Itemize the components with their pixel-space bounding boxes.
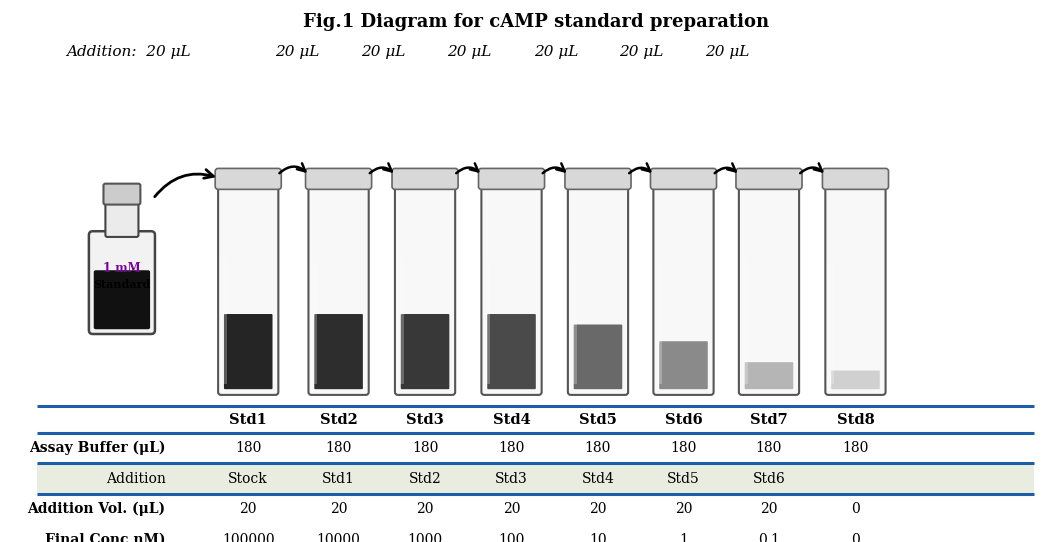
- Text: Addition: Addition: [106, 472, 166, 486]
- FancyBboxPatch shape: [488, 314, 536, 389]
- Text: Standard: Standard: [93, 279, 151, 290]
- FancyBboxPatch shape: [825, 180, 886, 395]
- Text: 1000: 1000: [407, 533, 443, 542]
- Text: Std7: Std7: [750, 412, 788, 427]
- Bar: [223, 259, 227, 384]
- Text: 10: 10: [589, 533, 606, 542]
- FancyBboxPatch shape: [565, 169, 631, 189]
- FancyBboxPatch shape: [739, 180, 799, 395]
- FancyBboxPatch shape: [392, 169, 458, 189]
- Text: Std1: Std1: [322, 472, 355, 486]
- Text: Final Conc nM): Final Conc nM): [45, 533, 166, 542]
- Bar: [487, 259, 490, 384]
- Text: 20 μL: 20 μL: [362, 45, 405, 59]
- FancyBboxPatch shape: [736, 169, 802, 189]
- Text: 20 μL: 20 μL: [705, 45, 749, 59]
- FancyBboxPatch shape: [481, 180, 542, 395]
- Bar: [38, 433, 1035, 463]
- Text: Std8: Std8: [837, 412, 874, 427]
- Text: Std6: Std6: [752, 472, 786, 486]
- Text: 20: 20: [503, 502, 520, 516]
- Text: 20 μL: 20 μL: [275, 45, 319, 59]
- FancyBboxPatch shape: [105, 197, 139, 237]
- FancyBboxPatch shape: [653, 180, 714, 395]
- FancyBboxPatch shape: [401, 314, 449, 389]
- FancyBboxPatch shape: [224, 314, 273, 389]
- Bar: [830, 259, 834, 384]
- FancyBboxPatch shape: [218, 180, 278, 395]
- FancyBboxPatch shape: [94, 270, 150, 329]
- Text: 0.1: 0.1: [758, 533, 779, 542]
- Text: 20: 20: [675, 502, 692, 516]
- Text: 20 μL: 20 μL: [620, 45, 664, 59]
- Bar: [659, 259, 662, 384]
- Text: 20: 20: [417, 502, 433, 516]
- Text: 20: 20: [240, 502, 257, 516]
- Text: Std3: Std3: [495, 472, 528, 486]
- Text: 180: 180: [235, 441, 262, 455]
- Text: Addition Vol. (μL): Addition Vol. (μL): [27, 502, 166, 517]
- FancyBboxPatch shape: [650, 169, 717, 189]
- FancyBboxPatch shape: [103, 184, 141, 204]
- FancyBboxPatch shape: [395, 180, 455, 395]
- Text: Std6: Std6: [665, 412, 702, 427]
- Text: 1 mM: 1 mM: [103, 262, 141, 275]
- Bar: [314, 259, 317, 384]
- Text: Std5: Std5: [579, 412, 617, 427]
- Text: Std2: Std2: [408, 472, 442, 486]
- Text: 180: 180: [842, 441, 869, 455]
- Text: 180: 180: [498, 441, 525, 455]
- FancyBboxPatch shape: [216, 169, 281, 189]
- Text: 0: 0: [851, 533, 860, 542]
- FancyBboxPatch shape: [660, 341, 708, 389]
- Text: Assay Buffer (μL): Assay Buffer (μL): [29, 441, 166, 455]
- Text: 180: 180: [412, 441, 439, 455]
- Bar: [38, 494, 1035, 524]
- Text: 20: 20: [761, 502, 777, 516]
- Text: 100: 100: [498, 533, 525, 542]
- Text: Std5: Std5: [667, 472, 700, 486]
- Text: Stock: Stock: [228, 472, 268, 486]
- Bar: [38, 406, 1035, 433]
- Text: Std4: Std4: [493, 412, 530, 427]
- Text: 20 μL: 20 μL: [535, 45, 578, 59]
- Text: Std3: Std3: [406, 412, 444, 427]
- FancyBboxPatch shape: [478, 169, 545, 189]
- FancyBboxPatch shape: [822, 169, 889, 189]
- Text: 1: 1: [679, 533, 688, 542]
- FancyBboxPatch shape: [315, 314, 363, 389]
- Bar: [744, 259, 747, 384]
- FancyBboxPatch shape: [832, 371, 879, 389]
- Text: Std4: Std4: [581, 472, 615, 486]
- FancyBboxPatch shape: [308, 180, 369, 395]
- Text: 20 μL: 20 μL: [448, 45, 492, 59]
- Text: 100000: 100000: [222, 533, 274, 542]
- Text: Addition:  20 μL: Addition: 20 μL: [67, 45, 191, 59]
- Text: 180: 180: [325, 441, 352, 455]
- Text: 20: 20: [589, 502, 606, 516]
- Text: 180: 180: [670, 441, 697, 455]
- Bar: [38, 463, 1035, 494]
- FancyBboxPatch shape: [574, 325, 622, 389]
- FancyBboxPatch shape: [745, 362, 793, 389]
- Text: 20: 20: [330, 502, 347, 516]
- Bar: [573, 259, 576, 384]
- Text: 10000: 10000: [317, 533, 361, 542]
- Text: Std1: Std1: [229, 412, 267, 427]
- Bar: [38, 524, 1035, 542]
- FancyBboxPatch shape: [568, 180, 628, 395]
- Bar: [400, 259, 403, 384]
- Text: 180: 180: [585, 441, 612, 455]
- Text: Std2: Std2: [320, 412, 357, 427]
- Text: 180: 180: [755, 441, 783, 455]
- FancyBboxPatch shape: [305, 169, 372, 189]
- Text: Fig.1 Diagram for cAMP standard preparation: Fig.1 Diagram for cAMP standard preparat…: [303, 14, 769, 31]
- FancyBboxPatch shape: [89, 231, 155, 334]
- Text: 0: 0: [851, 502, 860, 516]
